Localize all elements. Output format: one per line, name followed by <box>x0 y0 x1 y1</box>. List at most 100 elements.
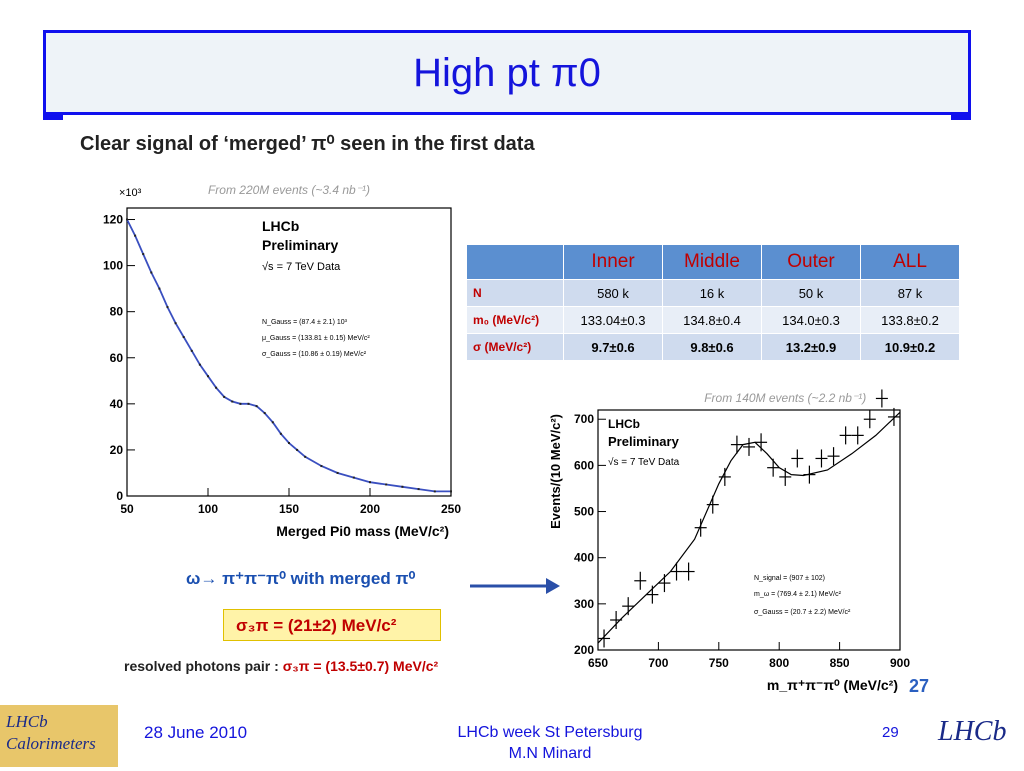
omega-decay-label: ω→ π⁺π⁻π⁰ with merged π⁰ <box>186 569 416 588</box>
table-header-cell: Outer <box>761 244 861 280</box>
data-point <box>271 421 274 424</box>
y-tick-label: 40 <box>110 397 124 411</box>
y-tick-label: 400 <box>574 551 594 565</box>
table-row: m₀ (MeV/c²) 133.04±0.3 134.8±0.4 134.0±0… <box>466 306 960 334</box>
footer-page-number: 29 <box>882 724 899 741</box>
lhcb-calorimeters-logo: LHCb Calorimeters <box>0 705 118 767</box>
x-tick-label: 650 <box>588 656 608 670</box>
data-point <box>223 395 226 398</box>
data-point <box>417 488 420 491</box>
title-underline-left <box>43 115 63 120</box>
data-point <box>255 405 258 408</box>
x-tick-label: 800 <box>769 656 789 670</box>
table-cell: 9.8±0.6 <box>662 333 762 361</box>
resolved-value: σ₃π = (13.5±0.7) MeV/c² <box>282 658 439 674</box>
y-tick-label: 200 <box>574 643 594 657</box>
data-point <box>166 306 169 309</box>
plot-annotation: Preliminary <box>262 237 338 253</box>
y-tick-label: 100 <box>103 259 123 273</box>
y-tick-label: 700 <box>574 412 594 426</box>
data-point <box>385 483 388 486</box>
table-row: N 580 k 16 k 50 k 87 k <box>466 279 960 307</box>
plot-annotation: √s = 7 TeV Data <box>262 261 341 273</box>
arrow-right-icon <box>470 578 560 594</box>
fit-curve <box>597 411 901 644</box>
y-tick-label: 120 <box>103 213 123 227</box>
data-point <box>247 402 250 405</box>
data-point <box>231 400 234 403</box>
footer-date: 28 June 2010 <box>144 723 248 742</box>
data-point <box>450 490 452 493</box>
data-point <box>182 336 185 339</box>
table-row-label: N <box>466 279 564 307</box>
y-tick-label: 80 <box>110 305 124 319</box>
y-multiplier: ×10³ <box>119 187 142 199</box>
plot-annotation: LHCb <box>262 218 299 234</box>
data-point <box>263 412 266 415</box>
data-point <box>320 465 323 468</box>
x-tick-label: 50 <box>120 502 134 516</box>
plot-annotation: σ_Gauss = (10.86 ± 0.19) MeV/c² <box>262 351 367 358</box>
title-box: High pt π0 <box>43 30 971 120</box>
svg-text:LHCb: LHCb <box>937 716 1006 747</box>
table-header-row: Inner Middle Outer ALL <box>466 244 960 280</box>
data-point <box>207 375 209 378</box>
lhcb-logo: LHCb <box>928 706 1022 766</box>
slide-title: High pt π0 <box>413 51 601 95</box>
x-tick-label: 100 <box>198 502 218 516</box>
footer-event-line2: M.N Minard <box>508 745 592 762</box>
data-point <box>239 402 242 405</box>
table-header-cell: Inner <box>563 244 663 280</box>
x-tick-label: 850 <box>830 656 850 670</box>
table-cell: 50 k <box>761 279 861 307</box>
data-point <box>150 271 153 274</box>
footer-event-line1: LHCb week St Petersburg <box>457 724 643 741</box>
data-point <box>279 432 282 435</box>
plot-annotation: σ_Gauss = (20.7 ± 2.2) MeV/c² <box>754 609 851 616</box>
x-tick-label: 750 <box>709 656 729 670</box>
x-tick-label: 900 <box>890 656 910 670</box>
plot-annotation: N_Gauss = (87.4 ± 2.1) 10³ <box>262 319 348 326</box>
title-underline-right <box>951 115 971 120</box>
table-cell: 580 k <box>563 279 663 307</box>
table-row: σ (MeV/c²) 9.7±0.6 9.8±0.6 13.2±0.9 10.9… <box>466 333 960 361</box>
x-tick-label: 700 <box>648 656 668 670</box>
results-table: Inner Middle Outer ALL N 580 k 16 k 50 k… <box>466 244 960 361</box>
y-tick-label: 500 <box>574 505 594 519</box>
y-tick-label: 300 <box>574 597 594 611</box>
y-tick-label: 60 <box>110 351 124 365</box>
x-tick-label: 200 <box>360 502 380 516</box>
plot-frame <box>597 409 901 651</box>
x-axis-label: Merged Pi0 mass (MeV/c²) <box>276 523 449 539</box>
pi0-mass-plot: From 220M events (~3.4 nb⁻¹)50 100 150 200 2… <box>103 183 461 539</box>
table-cell: 134.0±0.3 <box>761 306 861 334</box>
data-point <box>215 386 218 389</box>
plot-title: From 220M events (~3.4 nb⁻¹) <box>208 183 370 197</box>
data-point <box>158 287 161 290</box>
plot-annotation: μ_Gauss = (133.81 ± 0.15) MeV/c² <box>262 335 370 342</box>
table-cell: 134.8±0.4 <box>662 306 762 334</box>
plot-title: From 140M events (~2.2 nb⁻¹) <box>704 391 866 405</box>
x-tick-label: 150 <box>279 502 299 516</box>
y-axis-label: Events/(10 MeV/c²) <box>548 414 563 529</box>
plot-annotation: N_signal = (907 ± 102) <box>754 575 825 582</box>
table-cell: 10.9±0.2 <box>860 333 960 361</box>
data-point <box>190 349 193 352</box>
table-cell: 133.8±0.2 <box>860 306 960 334</box>
y-tick-label: 600 <box>574 458 594 472</box>
y-tick-label: 0 <box>116 489 123 503</box>
data-point <box>174 322 177 325</box>
sigma-3pi-box: σ₃π = (21±2) MeV/c² <box>223 609 441 641</box>
footer-event: LHCb week St Petersburg M.N Minard <box>420 722 680 764</box>
table-row-label: m₀ (MeV/c²) <box>466 306 564 334</box>
table-header-cell: ALL <box>860 244 960 280</box>
plot-annotation: LHCb <box>608 417 640 431</box>
plot-annotation: m_ω = (769.4 ± 2.1) MeV/c² <box>754 591 842 598</box>
data-point <box>304 455 307 458</box>
data-point <box>142 253 145 256</box>
omega-mass-plot: From 140M events (~2.2 nb⁻¹) 650 700 750 800… <box>548 389 910 693</box>
data-point <box>198 363 201 366</box>
table-cell: 133.04±0.3 <box>563 306 663 334</box>
data-point <box>336 471 339 474</box>
table-header-cell <box>466 244 564 280</box>
